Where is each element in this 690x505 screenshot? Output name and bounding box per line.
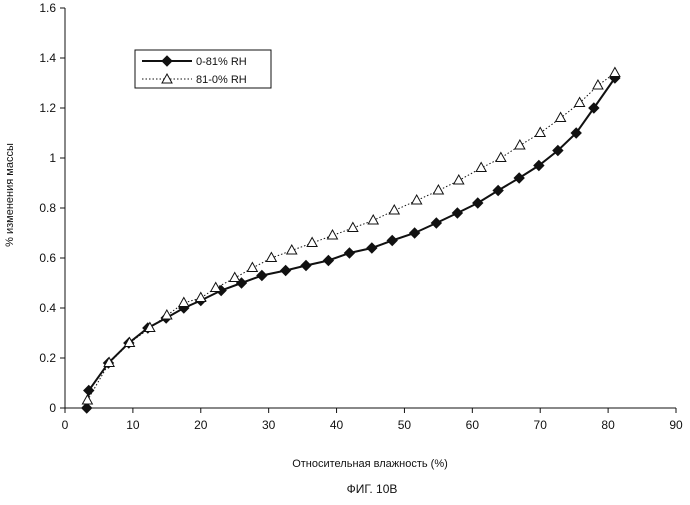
series-1 [82,73,620,413]
data-point [196,293,206,302]
data-point [433,185,443,194]
series-line [87,78,615,408]
y-tick-label: 1 [49,151,56,165]
figure-caption: ФИГ. 10В [347,482,398,496]
data-point [610,68,620,77]
x-axis-title: Относительная влажность (%) [292,458,448,470]
x-tick-label: 30 [262,418,276,432]
x-tick-label: 50 [398,418,412,432]
data-point [348,223,358,232]
data-point [387,236,397,246]
x-tick-label: 90 [669,418,683,432]
data-point [473,198,483,208]
x-tick-label: 80 [601,418,615,432]
y-tick-label: 1.2 [39,101,56,115]
x-tick-label: 70 [534,418,548,432]
data-point [162,310,172,319]
data-point [389,205,399,214]
x-tick-label: 20 [194,418,208,432]
data-point [82,395,92,404]
data-point [452,208,462,218]
y-tick-label: 0.2 [39,351,56,365]
y-tick-label: 1.4 [39,51,56,65]
data-point [410,228,420,238]
series-2 [82,68,619,405]
data-point [323,256,333,266]
data-point [344,248,354,258]
data-point [593,80,603,89]
data-point [247,263,257,272]
series-layer [82,68,620,414]
y-tick-label: 0.6 [39,251,56,265]
data-point [367,243,377,253]
data-point [179,298,189,307]
y-tick-label: 1.6 [39,1,56,15]
x-tick-label: 0 [62,418,69,432]
data-point [514,173,524,183]
data-point [535,128,545,137]
data-point [431,218,441,228]
data-point [327,230,337,239]
data-point [301,261,311,271]
legend: 0-81% RH 81-0% RH [135,50,271,88]
data-point [257,271,267,281]
legend-label-series-2: 81-0% RH [196,74,247,86]
data-point [307,238,317,247]
data-point [281,266,291,276]
y-tick-label: 0 [49,401,56,415]
data-point [230,273,240,282]
y-tick-label: 0.8 [39,201,56,215]
data-point [515,140,525,149]
data-point [476,163,486,172]
x-tick-label: 60 [466,418,480,432]
y-axis-title: % изменения массы [4,143,16,247]
data-point [493,186,503,196]
x-tick-label: 40 [330,418,344,432]
series-line [87,73,615,401]
x-tick-label: 10 [126,418,140,432]
y-tick-label: 0.4 [39,301,56,315]
legend-label-series-1: 0-81% RH [196,56,247,68]
data-point [496,153,506,162]
data-point [575,98,585,107]
data-point [412,195,422,204]
data-point [454,175,464,184]
data-point [368,215,378,224]
data-point [556,113,566,122]
